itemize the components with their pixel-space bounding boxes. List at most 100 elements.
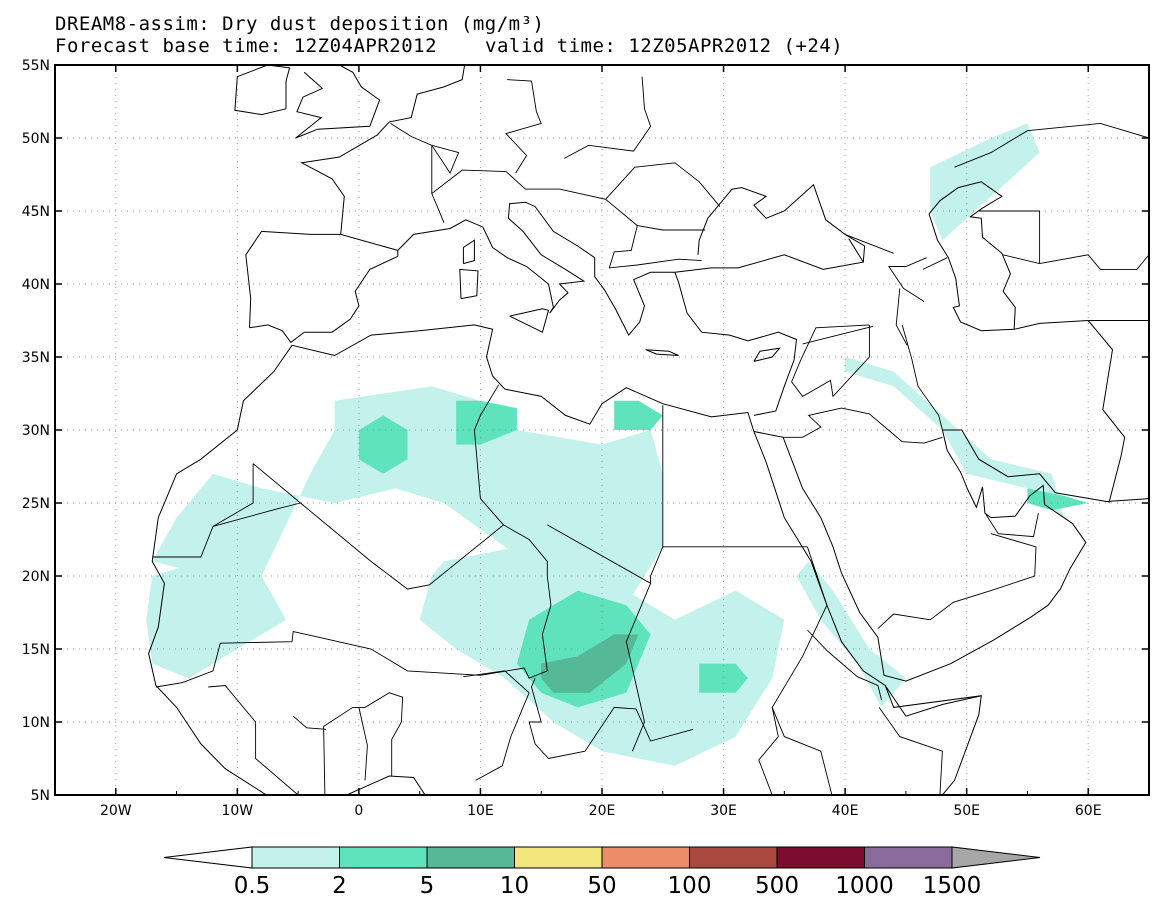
country-border (844, 233, 894, 254)
dust-region-level-2 (358, 415, 408, 474)
colorbar-swatch (251, 846, 340, 869)
country-border (922, 257, 948, 270)
country-border (771, 707, 833, 795)
lon-tick-label: 10W (221, 803, 253, 819)
country-border (888, 257, 927, 302)
chart-title: DREAM8-assim: Dry dust deposition (mg/m³… (55, 13, 545, 35)
coastline (509, 308, 550, 333)
colorbar-label: 0.5 (234, 873, 271, 899)
colorbar-swatch (689, 846, 778, 869)
country-border (505, 79, 542, 174)
country-border (985, 513, 1039, 538)
country-border (978, 210, 1041, 264)
country-border (473, 384, 500, 431)
lat-tick-label: 30N (22, 423, 50, 439)
colorbar-swatch (339, 846, 428, 869)
dust-region-level-3 (541, 634, 639, 693)
country-border (431, 169, 702, 269)
dust-region-level-2 (1027, 488, 1089, 511)
lon-tick-label: 50E (953, 803, 980, 819)
lat-tick-label: 55N (22, 58, 50, 74)
coastline (674, 183, 866, 273)
country-border (878, 707, 943, 795)
lat-tick-label: 50N (22, 131, 50, 147)
colorbar-label: 50 (587, 873, 616, 899)
base-time-label: Forecast base time: 12Z04APR2012 (55, 35, 438, 57)
chart-subtitle: Forecast base time: 12Z04APR2012 valid ti… (55, 36, 843, 56)
colorbar-swatch (426, 846, 515, 869)
country-border (877, 533, 1037, 629)
coastline (148, 561, 267, 795)
lat-lon-grid (55, 65, 1149, 795)
coastline (459, 268, 479, 300)
lat-tick-label: 5N (31, 788, 50, 804)
coastline (645, 349, 679, 356)
country-border (802, 325, 874, 345)
coastline (234, 65, 291, 116)
colorbar-below-arrow (163, 846, 253, 869)
coastline (928, 181, 1016, 332)
country-border (807, 629, 883, 701)
dust-region-level-1 (930, 123, 1040, 241)
country-border (528, 678, 694, 759)
country-border (323, 692, 404, 795)
country-border (463, 670, 530, 694)
coastline (295, 71, 324, 139)
colorbar-swatch (864, 846, 953, 869)
colorbar-swatch (601, 846, 690, 869)
colorbar-label: 100 (668, 873, 712, 899)
lon-tick-label: 0 (354, 803, 363, 819)
coastline (753, 429, 1149, 682)
country-border (475, 692, 530, 781)
colorbar-label: 1000 (835, 873, 894, 899)
country-border (155, 463, 552, 688)
coastline (1013, 319, 1126, 504)
colorbar-swatch (514, 846, 603, 869)
country-border (637, 225, 706, 231)
country-border (358, 707, 368, 781)
coastline (295, 65, 381, 139)
colorbar-label: 10 (500, 873, 529, 899)
country-border (954, 122, 1149, 168)
lon-tick-label: 10E (467, 803, 494, 819)
country-border (212, 502, 301, 527)
lat-tick-label: 45N (22, 204, 50, 220)
colorbar-label: 1500 (923, 873, 982, 899)
country-border (292, 715, 327, 730)
country-border (791, 324, 870, 398)
colorbar-label: 2 (332, 873, 347, 899)
country-border (901, 324, 943, 431)
country-border (547, 524, 651, 584)
dust-deposition-field (146, 123, 1089, 766)
country-border (895, 288, 908, 346)
coastline (678, 282, 798, 416)
lat-tick-label: 40N (22, 277, 50, 293)
country-border (208, 685, 299, 795)
dust-region-level-2 (614, 400, 663, 430)
coastline (884, 685, 982, 717)
colorbar-label: 500 (755, 873, 799, 899)
colorbar-label: 5 (420, 873, 435, 899)
lon-tick-label: 30E (710, 803, 737, 819)
coastline (300, 65, 466, 235)
lon-tick-label: 40E (832, 803, 859, 819)
country-border (783, 407, 842, 438)
lat-tick-label: 35N (22, 350, 50, 366)
lon-tick-label: 60E (1075, 803, 1102, 819)
lon-tick-label: 20W (100, 803, 132, 819)
coastline (462, 239, 475, 265)
country-border (1002, 254, 1149, 270)
lon-tick-label: 20E (589, 803, 616, 819)
coastline (245, 230, 399, 344)
country-border (841, 407, 943, 444)
colorbar-above-arrow (951, 846, 1041, 869)
lat-tick-label: 15N (22, 642, 50, 658)
country-border (473, 429, 504, 526)
coastline (753, 347, 781, 362)
country-border (390, 123, 460, 194)
map-axes: 5N 10N 15N 20N 25N 30N 35N 40N 45N 50N 55N 20W 10W 0 1… (22, 58, 1150, 819)
coastline (397, 201, 680, 337)
dust-region-level-2 (699, 663, 748, 693)
lat-tick-label: 10N (22, 715, 50, 731)
